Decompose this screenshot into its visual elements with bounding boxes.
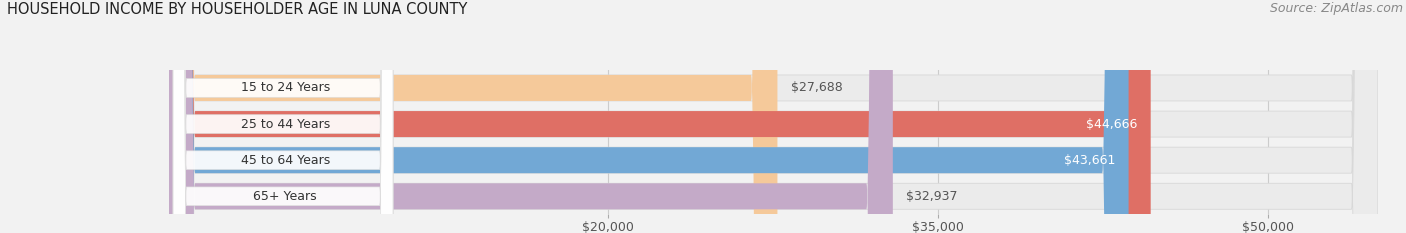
Text: $44,666: $44,666 — [1085, 118, 1137, 130]
FancyBboxPatch shape — [169, 0, 893, 233]
Text: 45 to 64 Years: 45 to 64 Years — [240, 154, 330, 167]
Text: 15 to 24 Years: 15 to 24 Years — [240, 82, 330, 94]
FancyBboxPatch shape — [169, 0, 1378, 233]
Text: $43,661: $43,661 — [1064, 154, 1115, 167]
FancyBboxPatch shape — [169, 0, 1378, 233]
FancyBboxPatch shape — [169, 0, 1378, 233]
FancyBboxPatch shape — [173, 0, 392, 233]
Text: 65+ Years: 65+ Years — [253, 190, 316, 203]
FancyBboxPatch shape — [173, 0, 392, 233]
Text: Source: ZipAtlas.com: Source: ZipAtlas.com — [1270, 2, 1403, 15]
FancyBboxPatch shape — [169, 0, 1150, 233]
Text: $27,688: $27,688 — [790, 82, 842, 94]
FancyBboxPatch shape — [169, 0, 1378, 233]
Text: $32,937: $32,937 — [905, 190, 957, 203]
FancyBboxPatch shape — [173, 0, 392, 233]
Text: HOUSEHOLD INCOME BY HOUSEHOLDER AGE IN LUNA COUNTY: HOUSEHOLD INCOME BY HOUSEHOLDER AGE IN L… — [7, 2, 467, 17]
Text: 25 to 44 Years: 25 to 44 Years — [240, 118, 330, 130]
FancyBboxPatch shape — [169, 0, 1129, 233]
FancyBboxPatch shape — [169, 0, 778, 233]
FancyBboxPatch shape — [173, 0, 392, 233]
